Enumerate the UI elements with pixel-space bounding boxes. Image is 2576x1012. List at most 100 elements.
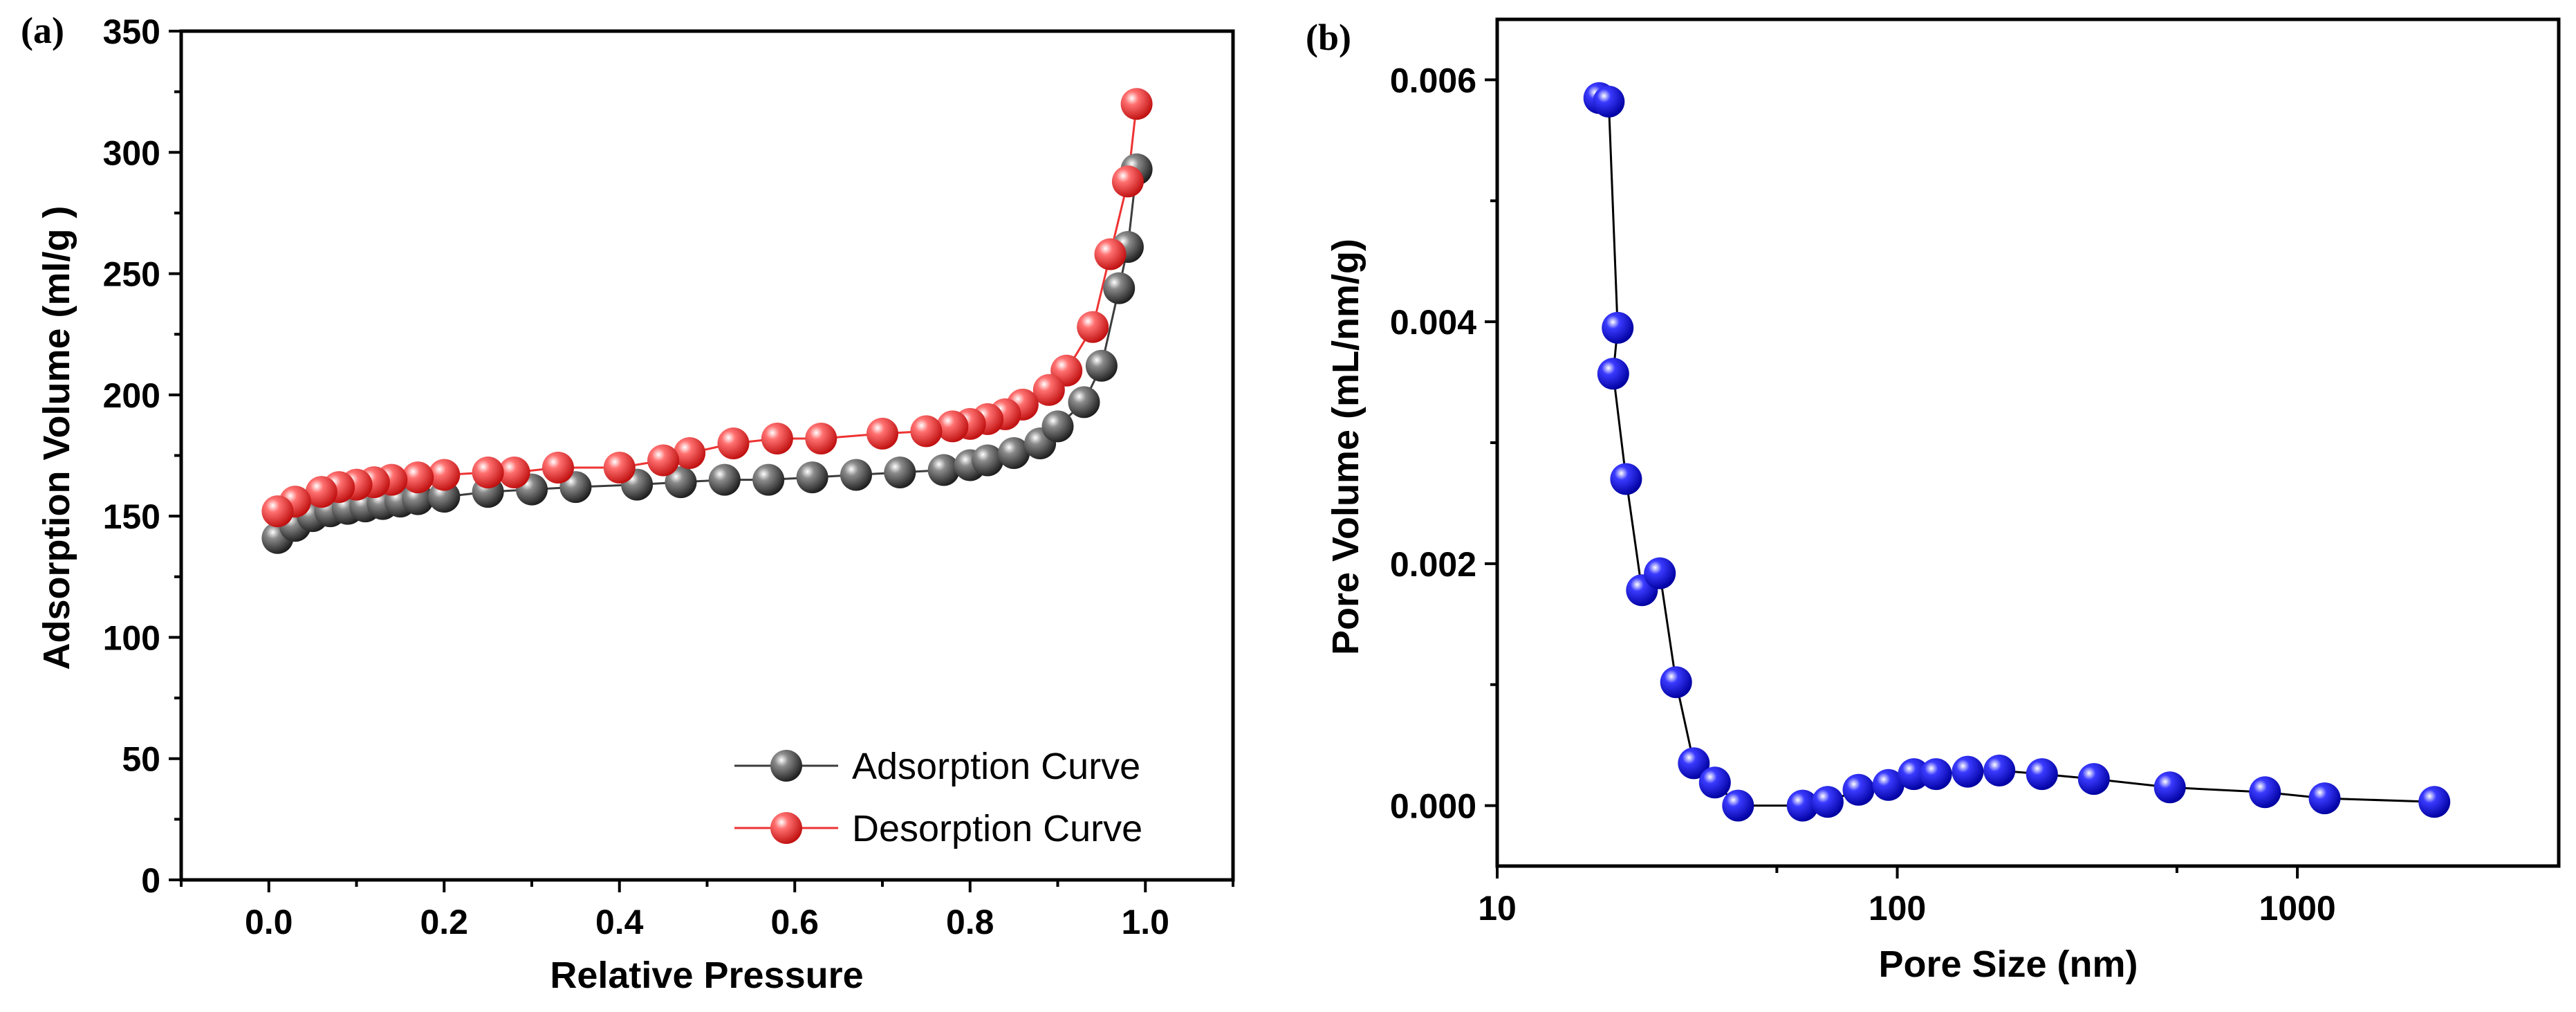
legend-adsorption-label: Adsorption Curve [852, 746, 1140, 787]
chart-b-axes: 10 100 1000 0.000 0.002 0.004 0.006 [1390, 17, 2561, 928]
chart-a-x-tick-label: 0.8 [946, 903, 994, 941]
chart-a-data-point [1041, 410, 1074, 443]
chart-a-data-point [972, 444, 1004, 477]
chart-a-y-tick-label: 100 [103, 618, 160, 657]
chart-a-data-point [498, 457, 530, 488]
chart-a-data-point [910, 415, 943, 448]
chart-a-data-point [472, 457, 504, 488]
chart-a-data-point [998, 437, 1030, 469]
chart-b-data-point [1593, 85, 1625, 118]
chart-b-series-line-0 [1599, 97, 2435, 807]
chart-b-data-point [1786, 789, 1819, 822]
chart-a-data-point [796, 461, 828, 494]
chart-a-data-point [1103, 272, 1136, 304]
chart-b-data-point [2249, 776, 2281, 809]
chart-a-x-axis-title: Relative Pressure [550, 955, 863, 996]
legend-desorption-label: Desorption Curve [852, 808, 1142, 849]
chart-b-data-point [1842, 773, 1875, 806]
chart-b-data-point [1660, 666, 1692, 699]
chart-a-data-point [542, 452, 574, 484]
chart-a-y-tick-label: 0 [141, 861, 160, 900]
chart-b-x-tick-label: 100 [1869, 889, 1926, 928]
chart-a-data-point [1085, 349, 1118, 382]
chart-b-data-point [2308, 782, 2341, 815]
chart-a-y-axis-title: Adsorption Volume (ml/g ) [36, 206, 77, 670]
chart-b-y-tick-label: 0.002 [1390, 545, 1476, 584]
chart-b-data-point [1811, 786, 1844, 818]
chart-a-data-point [428, 459, 461, 491]
pore-size-distribution-chart: (b) 10 100 1000 0.000 0.002 0.004 0.006 Pore S… [1306, 17, 2561, 985]
chart-a-data-point [936, 410, 969, 443]
chart-a-data-point [761, 423, 793, 454]
chart-a-data-point [603, 452, 636, 484]
chart-b-series-lines [1599, 97, 2435, 807]
chart-b-y-tick-label: 0.000 [1390, 787, 1476, 826]
chart-a-x-tick-label: 0.6 [770, 903, 819, 941]
chart-a-x-tick-label: 0.2 [420, 903, 468, 941]
chart-a-data-point [428, 481, 461, 513]
panel-label-a: (a) [21, 10, 64, 51]
chart-b-data-point [2418, 786, 2451, 818]
chart-b-data-point [2077, 763, 2110, 795]
chart-b-data-point [1952, 755, 1984, 788]
chart-a-data-point [402, 483, 434, 515]
chart-b-data-point [1597, 358, 1629, 390]
chart-a-data-point [884, 457, 916, 488]
chart-a-data-point [305, 476, 337, 508]
chart-b-data-point [1678, 747, 1710, 780]
chart-a-data-point [717, 427, 750, 459]
chart-b-data-point [1644, 557, 1676, 589]
chart-a-x-tick-label: 0.4 [595, 903, 644, 941]
chart-b-plot-frame [1495, 17, 2561, 868]
chart-a-data-point [867, 417, 898, 450]
chart-a-data-point [1111, 165, 1144, 198]
chart-a-data-point [708, 463, 741, 496]
chart-a-data-point [1094, 238, 1127, 270]
chart-a-data-point [840, 459, 872, 491]
chart-b-data-point [1610, 463, 1642, 495]
chart-b-data-point [2153, 771, 2186, 804]
chart-b-data-point [2026, 758, 2058, 791]
chart-a-data-point [674, 437, 706, 469]
chart-b-data-point [1920, 758, 1952, 791]
chart-a-axes: 0.0 0.2 0.4 0.6 0.8 1.0 0 50 100 150 200 250 300 350 [103, 12, 1235, 941]
chart-b-data-point [1983, 754, 2016, 786]
chart-b-data-point [1898, 758, 1930, 791]
chart-b-data-point [1698, 766, 1731, 799]
chart-a-data-point [261, 495, 294, 528]
chart-a-y-tick-label: 350 [103, 12, 160, 51]
chart-a-data-point [1032, 374, 1065, 406]
chart-b-x-tick-label: 10 [1478, 889, 1517, 928]
legend-desorption-marker [770, 812, 802, 844]
chart-b-data-point [1602, 311, 1634, 344]
chart-a-y-tick-label: 250 [103, 255, 160, 294]
chart-a-data-point [927, 454, 960, 486]
chart-b-data-point [1722, 789, 1754, 822]
chart-a-legend: Adsorption Curve Desorption Curve [734, 746, 1142, 849]
chart-a-y-tick-label: 300 [103, 134, 160, 172]
chart-a-y-tick-label: 50 [122, 740, 160, 779]
chart-b-data-point [1872, 769, 1905, 801]
chart-a-data-point [402, 461, 434, 494]
chart-a-data-point [647, 444, 680, 477]
chart-a-data-point [752, 463, 785, 496]
chart-b-x-tick-label: 1000 [2259, 889, 2335, 928]
adsorption-isotherm-chart: (a) 0.0 0.2 0.4 0.6 0.8 1.0 0 50 100 150 200 250 300… [21, 10, 1235, 996]
chart-a-y-tick-label: 200 [103, 376, 160, 415]
chart-a-data-points [261, 88, 1153, 554]
legend-adsorption-marker [770, 750, 802, 782]
chart-a-data-point [665, 466, 697, 499]
chart-a-x-tick-label: 0.0 [245, 903, 293, 941]
chart-b-data-points [1583, 82, 2451, 822]
chart-a-y-tick-label: 150 [103, 497, 160, 536]
chart-b-y-tick-label: 0.006 [1390, 61, 1476, 100]
chart-a-data-point [1077, 311, 1109, 343]
chart-b-x-axis-title: Pore Size (nm) [1878, 944, 2138, 985]
panel-label-b: (b) [1306, 17, 1351, 58]
chart-b-y-tick-label: 0.004 [1390, 303, 1476, 342]
chart-a-data-point [1068, 386, 1100, 418]
chart-a-data-point [1120, 88, 1153, 120]
chart-a-x-tick-label: 1.0 [1121, 903, 1169, 941]
chart-a-data-point [805, 423, 837, 454]
